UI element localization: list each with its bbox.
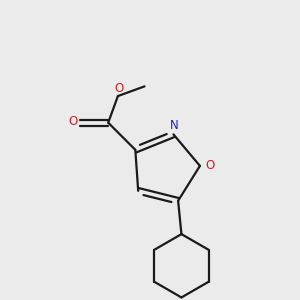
- Text: O: O: [68, 115, 77, 128]
- Text: O: O: [114, 82, 124, 95]
- Text: O: O: [205, 159, 214, 172]
- Text: N: N: [170, 118, 179, 131]
